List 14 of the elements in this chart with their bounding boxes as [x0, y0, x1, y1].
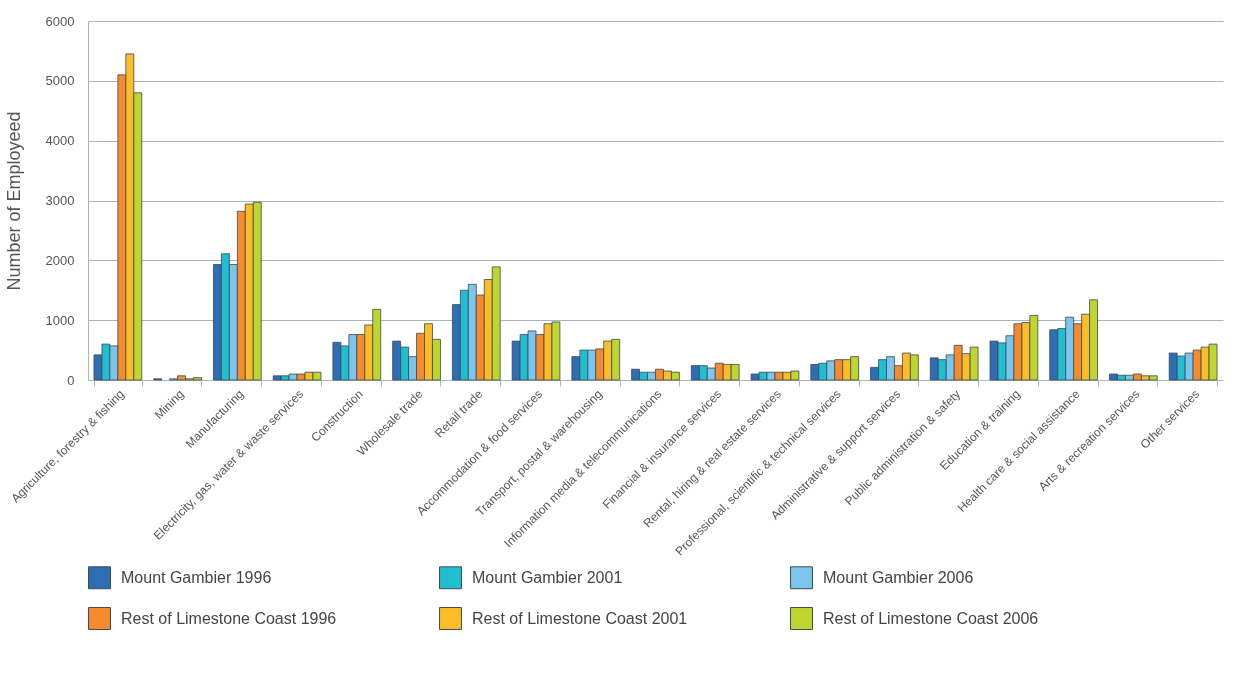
legend-label: Rest of Limestone Coast 2001 — [472, 609, 688, 627]
legend-label: Mount Gambier 2006 — [823, 568, 974, 586]
legend-label: Rest of Limestone Coast 1996 — [121, 609, 337, 627]
legend-label: Mount Gambier 1996 — [121, 568, 272, 586]
y-tick-label: 4000 — [45, 133, 75, 149]
legend-label: Rest of Limestone Coast 2006 — [823, 609, 1039, 627]
y-tick-label: 3000 — [45, 193, 75, 208]
y-tick-label: 0 — [67, 372, 75, 388]
y-tick-label: 6000 — [45, 13, 75, 29]
y-tick-label: 1000 — [45, 312, 75, 328]
y-tick-label: 2000 — [45, 252, 75, 268]
y-axis-title: Number of Employeed — [3, 111, 24, 291]
y-tick-label: 5000 — [45, 73, 75, 89]
legend-label: Mount Gambier 2001 — [472, 568, 623, 586]
